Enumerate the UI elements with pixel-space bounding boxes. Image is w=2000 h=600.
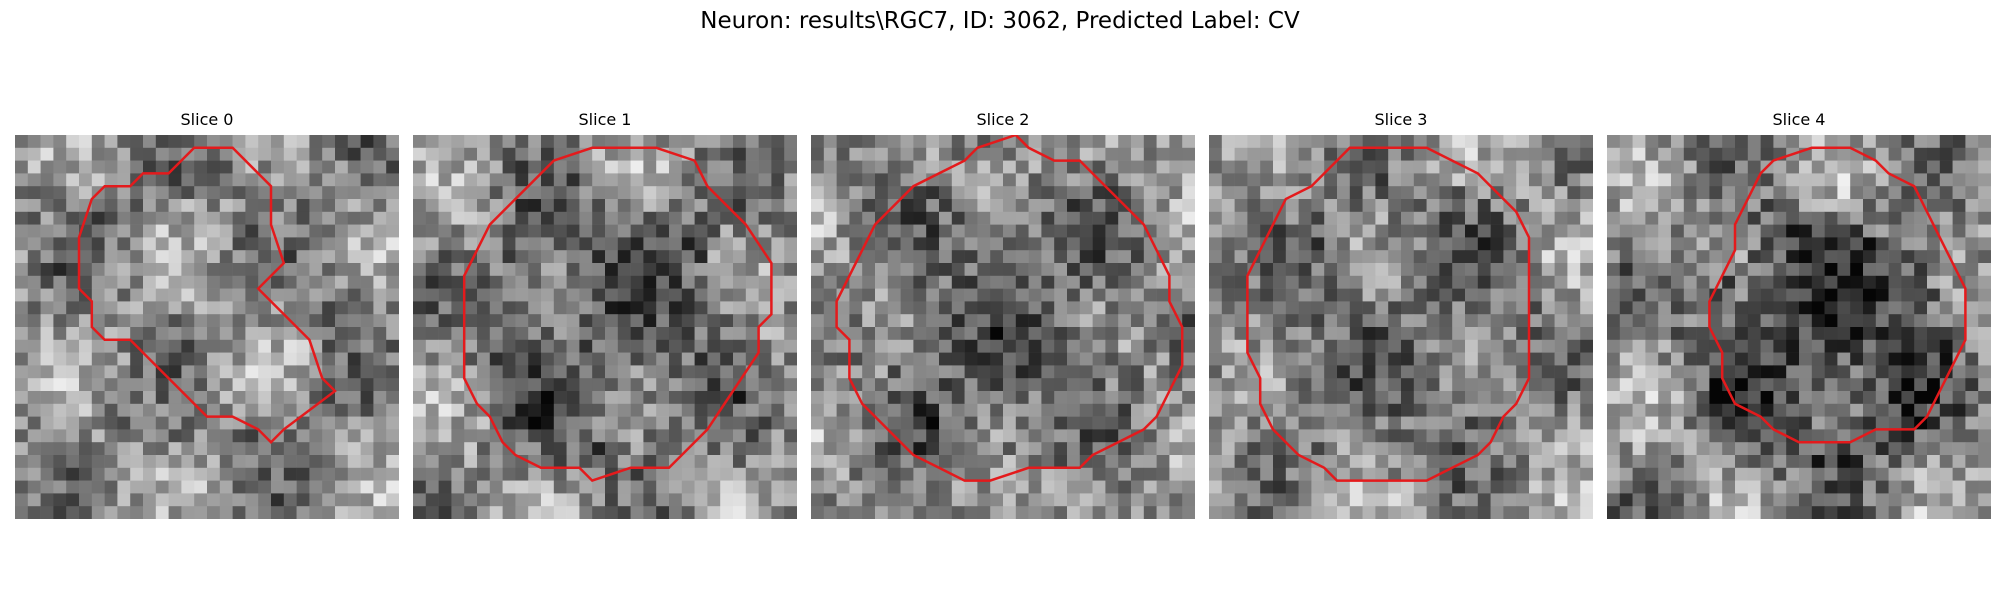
slice-image [15, 135, 399, 519]
pixel-grid [15, 135, 399, 519]
slice-image [1209, 135, 1593, 519]
pixel-grid [413, 135, 797, 519]
slice-title: Slice 2 [811, 110, 1195, 129]
pixel-grid [1209, 135, 1593, 519]
slice-title: Slice 3 [1209, 110, 1593, 129]
slice-image [811, 135, 1195, 519]
slice-image [413, 135, 797, 519]
slice-image [1607, 135, 1991, 519]
slice-title: Slice 4 [1607, 110, 1991, 129]
slice-title: Slice 0 [15, 110, 399, 129]
pixel-grid [1607, 135, 1991, 519]
slice-title: Slice 1 [413, 110, 797, 129]
pixel-grid [811, 135, 1195, 519]
figure-title: Neuron: results\RGC7, ID: 3062, Predicte… [0, 8, 2000, 34]
